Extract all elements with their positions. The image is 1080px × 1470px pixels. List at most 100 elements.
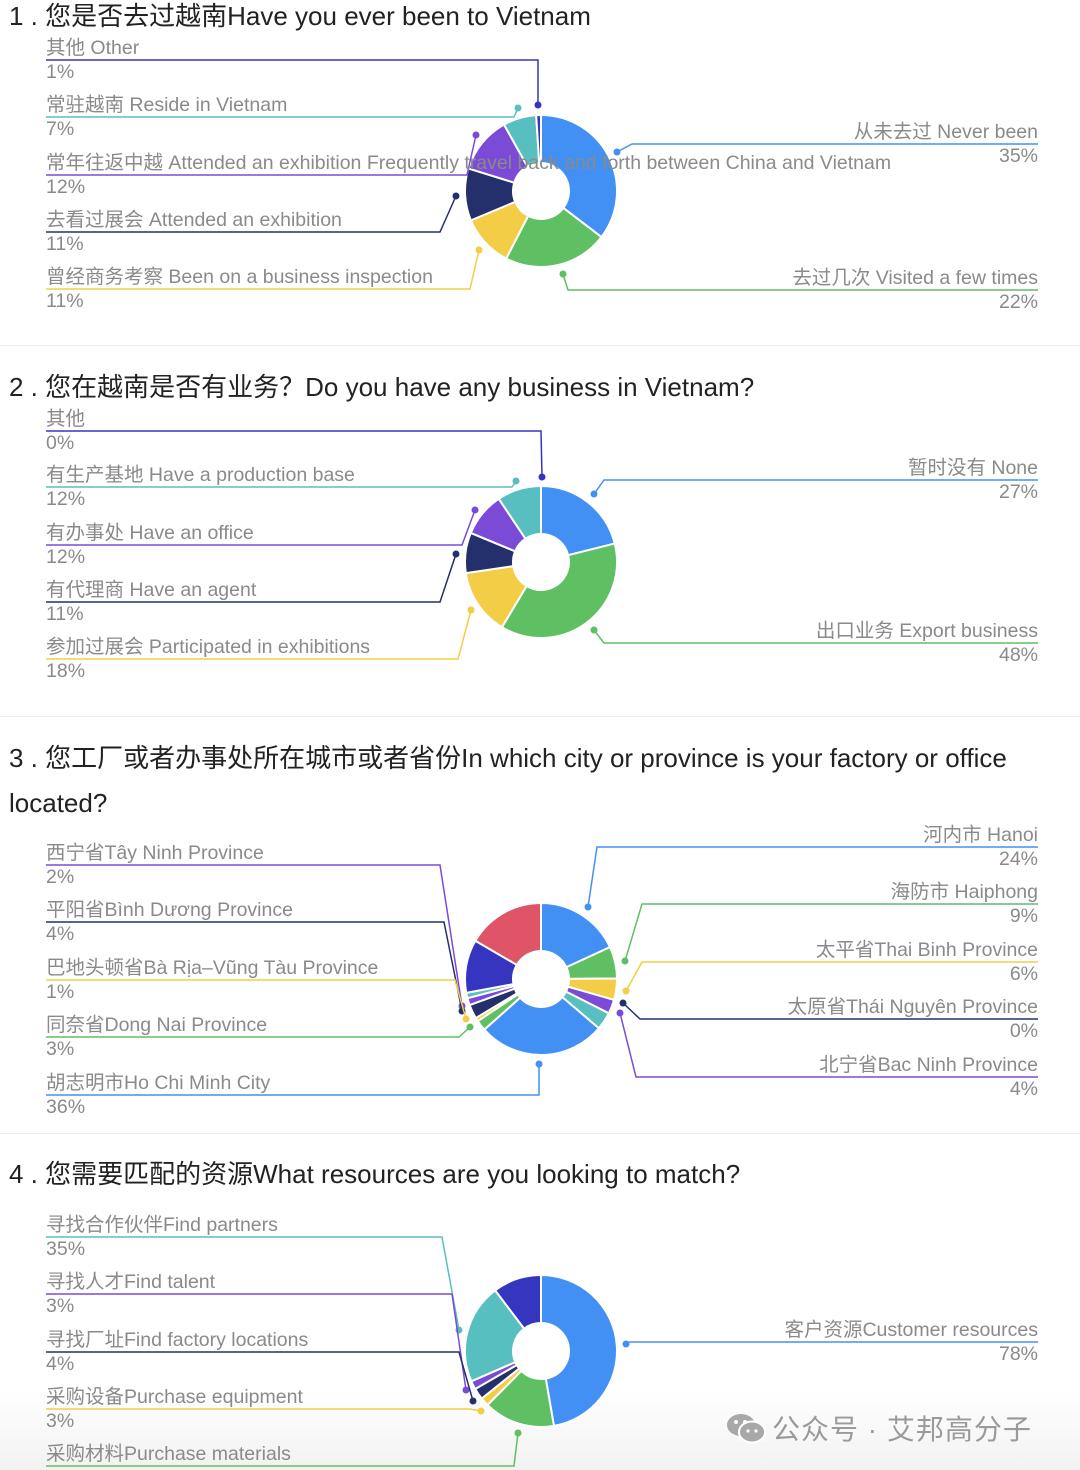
leader-dot (613, 148, 621, 156)
legend-label-percent: 48% (998, 644, 1038, 666)
legend-label-name: 去过几次 Visited a few times (792, 267, 1038, 289)
chart-title: 1 . 您是否去过越南Have you ever been to Vietnam (9, 1, 591, 31)
legend-label-percent: 11% (46, 290, 84, 312)
legend-label-percent: 2% (46, 866, 75, 888)
legend-label-percent: 12% (46, 488, 86, 510)
legend-label-percent: 3% (46, 1410, 75, 1432)
leader-line (46, 59, 539, 105)
pie-slice[interactable] (540, 484, 616, 557)
section-divider (0, 345, 1080, 346)
legend-label-percent: 0% (1009, 1020, 1038, 1042)
leader-dot (584, 903, 592, 911)
leader-dot (514, 104, 522, 112)
leader-dot (462, 1386, 470, 1394)
leader-dot (467, 606, 475, 614)
leader-line (46, 1408, 482, 1412)
legend-label-name: 常驻越南 Reside in Vietnam (46, 94, 288, 116)
legend-label-name: 参加过展会 Participated in exhibitions (46, 636, 371, 658)
chart-title: 4 . 您需要匹配的资源What resources are you looki… (9, 1159, 741, 1189)
pie-slice[interactable] (482, 995, 601, 1056)
leader-dot (590, 626, 598, 634)
legend-label-percent: 27% (998, 481, 1038, 503)
pie-slice[interactable] (540, 1273, 619, 1428)
legend-label-name: 巴地头顿省Bà Rịa–Vũng Tàu Province (46, 957, 379, 979)
leader-line (46, 553, 457, 603)
leader-line (46, 864, 463, 1007)
watermark-text: 公众号 · 艾邦高分子 (772, 1414, 1032, 1445)
legend-label-name: 去看过展会 Attended an exhibition (46, 209, 342, 231)
leader-dot (590, 490, 598, 498)
wechat-icon (727, 1414, 766, 1444)
legend-label-name: 其他 (46, 408, 86, 430)
legend-label-percent: 4% (46, 923, 75, 945)
legend-label-name: 有代理商 Have an agent (46, 579, 257, 601)
legend-label-percent: 24% (998, 848, 1038, 870)
leader-line (46, 509, 476, 546)
pie-slice[interactable] (504, 206, 603, 268)
legend-label-name: 河内市 Hanoi (923, 824, 1038, 846)
legend-label-name: 同奈省Dong Nai Province (46, 1014, 268, 1036)
leader-dot (616, 1009, 624, 1017)
legend-label-percent: 78% (998, 1343, 1038, 1365)
legend-label-percent: 36% (46, 1096, 86, 1118)
legend-label-name: 从未去过 Never been (853, 121, 1038, 143)
legend-label-name: 采购材料Purchase materials (46, 1443, 291, 1465)
pie-slice[interactable] (540, 113, 618, 239)
legend-label-percent: 7% (46, 118, 75, 140)
legend-label-name: 海防市 Haiphong (890, 881, 1038, 903)
leader-dot (512, 477, 520, 485)
leader-dot (452, 550, 460, 558)
leader-dot (472, 131, 480, 139)
leader-line (625, 961, 1038, 992)
leader-dot (477, 1407, 485, 1415)
legend-label-name: 曾经商务考察 Been on a business inspection (46, 266, 433, 288)
leader-line (624, 903, 1038, 962)
leader-dot (622, 987, 630, 995)
legend-label-name: 有办事处 Have an office (46, 522, 254, 544)
leader-dot (619, 999, 627, 1007)
leader-dot (452, 192, 460, 200)
legend-label-name: 北宁省Bac Ninh Province (819, 1054, 1038, 1076)
legend-label-name: 有生产基地 Have a production base (46, 464, 355, 486)
legend-label-percent: 1% (46, 981, 75, 1003)
legend-label-name: 其他 Other (46, 37, 140, 59)
leader-line (593, 479, 1038, 495)
leader-dot (559, 270, 567, 278)
leader-dot (538, 473, 546, 481)
legend-label-name: 客户资源Customer resources (784, 1319, 1038, 1341)
leader-line (593, 629, 1038, 644)
legend-label-percent: 35% (998, 145, 1038, 167)
section-divider (0, 716, 1080, 717)
watermark: 公众号 · 艾邦高分子 (726, 1408, 1032, 1448)
pie-slice[interactable] (497, 484, 542, 541)
section-divider (0, 1133, 1080, 1134)
legend-label-name: 太原省Thái Nguyên Province (787, 996, 1038, 1018)
leader-dot (621, 957, 629, 965)
leader-dot (514, 1429, 522, 1437)
leader-line (46, 249, 480, 290)
pie-slice[interactable] (473, 901, 542, 967)
legend-label-name: 寻找合作伙伴Find partners (46, 1214, 278, 1236)
pie-slice[interactable] (464, 1288, 526, 1383)
pie-slice[interactable] (493, 1273, 542, 1331)
legend-label-name: 常年往返中越 Attended an exhibition Frequently… (46, 152, 892, 174)
legend-label-percent: 35% (46, 1238, 86, 1260)
leader-line (46, 979, 467, 1020)
pie-slice[interactable] (500, 542, 618, 639)
leader-line (562, 273, 1038, 291)
legend-label-percent: 4% (46, 1353, 75, 1375)
legend-label-percent: 0% (46, 432, 75, 454)
legend-label-percent: 1% (46, 61, 75, 83)
leader-dot (622, 1340, 630, 1348)
leader-line (46, 134, 477, 176)
leader-line (46, 609, 472, 660)
leader-dot (534, 101, 542, 109)
leader-line (46, 1432, 519, 1467)
legend-label-name: 平阳省Bình Dương Province (46, 899, 293, 921)
leader-line (46, 430, 543, 478)
legend-label-name: 出口业务 Export business (815, 620, 1038, 642)
legend-label-percent: 22% (998, 291, 1038, 313)
leader-dot (535, 1060, 543, 1068)
pie-slice[interactable] (535, 113, 542, 165)
legend-label-name: 太平省Thai Binh Province (815, 939, 1038, 961)
